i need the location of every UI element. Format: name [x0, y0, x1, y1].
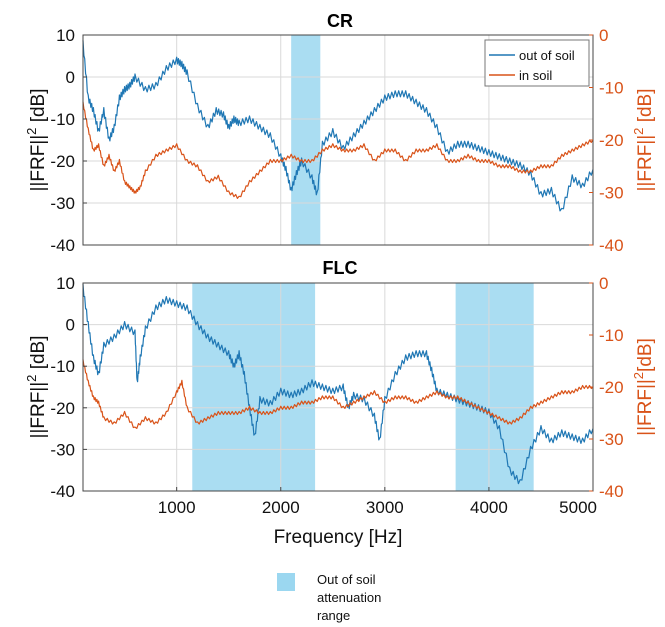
- right-axis-label: ||FRF||2 [dB]: [631, 89, 656, 192]
- chart-cr: CR 10 0 -10 -20 -30 -40 0 -10 -20 -30 -40 ||FRF||…: [24, 11, 656, 255]
- attenuation-legend: Out of soil attenuation range: [277, 572, 381, 623]
- right-axis-label: ||FRF||2[dB]: [631, 338, 656, 436]
- x-tick-label: 4000: [470, 498, 508, 517]
- left-tick-label: -10: [50, 110, 75, 129]
- shade-layer: [192, 283, 534, 491]
- right-axis-ticks: 0 -10 -20 -30 -40: [589, 274, 624, 501]
- legend: out of soil in soil: [484, 39, 590, 87]
- left-tick-label: -30: [50, 440, 75, 459]
- right-tick-label: 0: [599, 26, 608, 45]
- left-tick-label: -10: [50, 357, 75, 376]
- series-line-in-soil: [82, 101, 594, 199]
- left-tick-label: 0: [66, 68, 75, 87]
- left-tick-label: -40: [50, 482, 75, 501]
- right-tick-label: -40: [599, 236, 624, 255]
- series-line-out-of-soil: [82, 284, 594, 485]
- legend-label-in-soil: in soil: [519, 68, 552, 83]
- x-axis-ticks: 1000 2000 3000 4000 5000: [158, 487, 597, 517]
- attenuation-range-1: [192, 283, 316, 491]
- chart-title: FLC: [323, 258, 358, 278]
- left-tick-label: -20: [50, 399, 75, 418]
- series-layer: [82, 284, 594, 485]
- attenuation-label-line-2: attenuation: [317, 590, 381, 605]
- series-line-in-soil: [82, 359, 594, 429]
- attenuation-range-2: [455, 283, 534, 491]
- left-tick-label: -30: [50, 194, 75, 213]
- x-tick-label: 5000: [559, 498, 597, 517]
- chart-flc: FLC 10 0 -10 -20 -30 -40 0 -10 -20 -30 -40 1000 20…: [24, 258, 656, 548]
- right-tick-label: -20: [599, 378, 624, 397]
- grid-layer: [83, 283, 593, 491]
- left-tick-label: 0: [66, 316, 75, 335]
- left-tick-label: -40: [50, 236, 75, 255]
- right-tick-label: 0: [599, 274, 608, 293]
- left-tick-label: -20: [50, 152, 75, 171]
- right-tick-label: -30: [599, 184, 624, 203]
- attenuation-swatch: [277, 573, 295, 591]
- left-axis-label: ||FRF||2 [dB]: [24, 336, 49, 439]
- right-tick-label: -30: [599, 430, 624, 449]
- x-axis-label: Frequency [Hz]: [274, 527, 403, 548]
- attenuation-label-line-1: Out of soil: [317, 572, 376, 587]
- left-tick-label: 10: [56, 26, 75, 45]
- right-tick-label: -40: [599, 482, 624, 501]
- right-tick-label: -20: [599, 131, 624, 150]
- series-layer: [82, 40, 594, 212]
- x-tick-label: 3000: [366, 498, 404, 517]
- attenuation-label-line-3: range: [317, 608, 350, 623]
- legend-box: [484, 39, 590, 87]
- left-axis-ticks: 10 0 -10 -20 -30 -40: [50, 26, 87, 255]
- chart-title: CR: [327, 11, 353, 31]
- x-tick-label: 2000: [262, 498, 300, 517]
- left-axis-ticks: 10 0 -10 -20 -30 -40: [50, 274, 87, 501]
- attenuation-range-1: [291, 35, 321, 245]
- right-axis-ticks: 0 -10 -20 -30 -40: [589, 26, 624, 255]
- x-tick-label: 1000: [158, 498, 196, 517]
- legend-label-out-of-soil: out of soil: [519, 48, 575, 63]
- right-tick-label: -10: [599, 326, 624, 345]
- left-tick-label: 10: [56, 274, 75, 293]
- series-line-out-of-soil: [82, 40, 594, 212]
- right-tick-label: -10: [599, 79, 624, 98]
- shade-layer: [291, 35, 321, 245]
- left-axis-label: ||FRF||2 [dB]: [24, 89, 49, 192]
